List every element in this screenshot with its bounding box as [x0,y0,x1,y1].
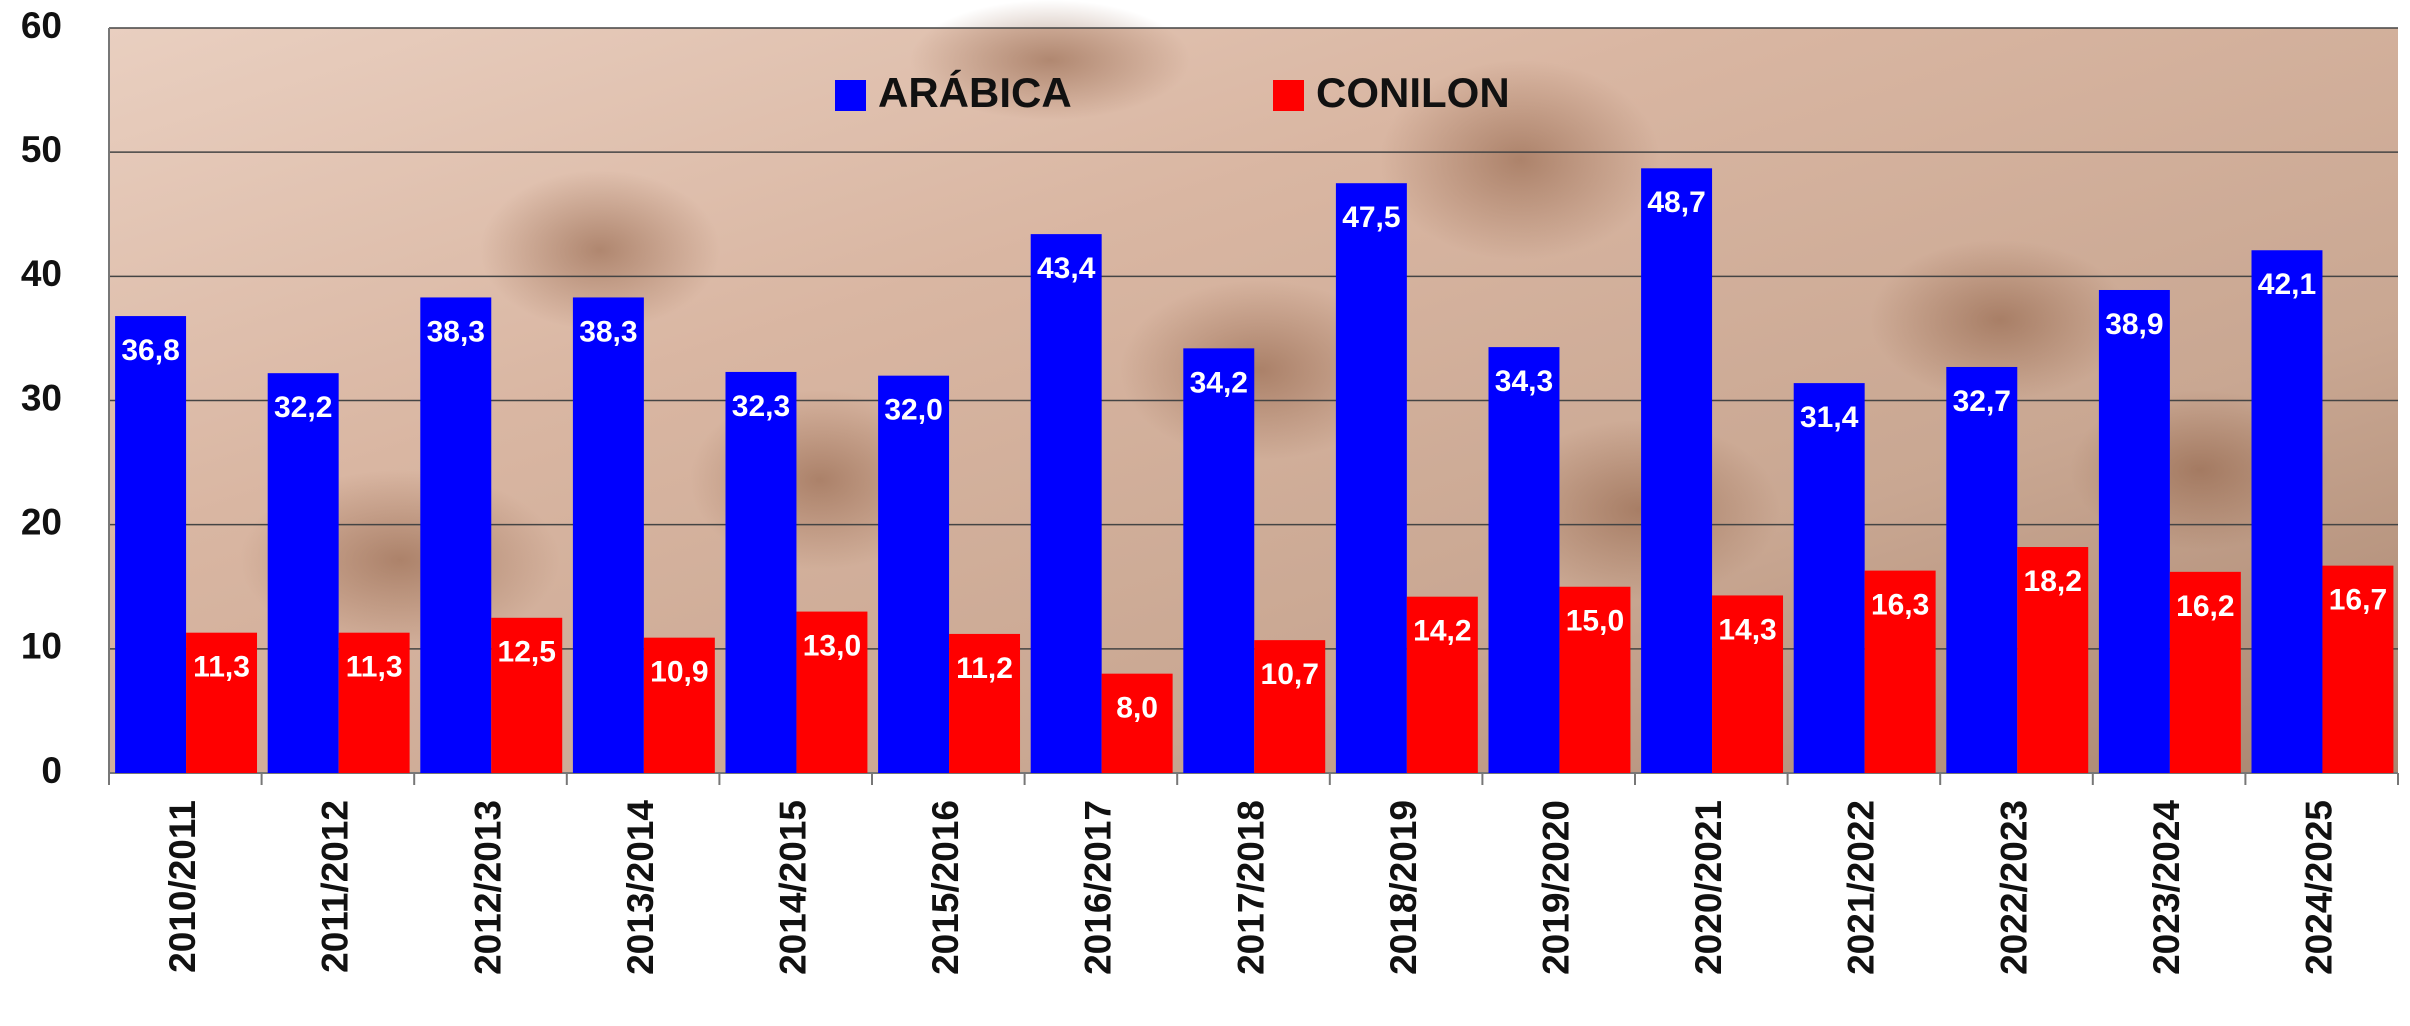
data-label: 34,3 [1495,365,1553,398]
bar [115,316,186,773]
bar [268,373,339,773]
x-tick-label: 2010/2011 [162,800,203,973]
bar [2252,250,2323,773]
bar [878,376,949,773]
data-label: 32,7 [1953,385,2011,418]
legend-swatch [1273,80,1304,111]
data-label: 16,3 [1871,589,1929,622]
bar [1489,347,1560,773]
data-label: 14,2 [1413,615,1471,648]
legend-label: ARÁBICA [878,69,1072,116]
x-tick-label: 2023/2024 [2146,800,2187,975]
data-label: 38,3 [579,315,637,348]
data-label: 42,1 [2258,268,2316,301]
chart: ARÁBICA CONILON 0 10 20 30 40 50 60 2010/2011 36,… [0,0,2410,1026]
y-tick-label: 60 [21,5,62,46]
data-label: 31,4 [1800,401,1859,434]
x-tick-label: 2021/2022 [1841,800,1882,975]
x-tick-label: 2019/2020 [1535,800,1576,975]
data-label: 47,5 [1342,201,1400,234]
x-tick-label: 2014/2015 [772,800,813,975]
bar [2099,290,2170,773]
x-tick-label: 2012/2013 [467,800,508,975]
data-label: 12,5 [498,636,556,669]
data-label: 38,3 [427,315,485,348]
x-tick-label: 2024/2025 [2298,800,2339,975]
bar [420,297,491,773]
y-tick-label: 20 [21,501,62,542]
bar [1641,168,1712,773]
page: ARÁBICA CONILON 0 10 20 30 40 50 60 2010/2011 36,… [0,0,2410,1026]
data-label: 13,0 [803,630,861,663]
x-tick-label: 2016/2017 [1078,800,1119,975]
data-label: 48,7 [1647,186,1705,219]
data-label: 16,2 [2176,590,2234,623]
data-label: 32,3 [732,390,790,423]
data-label: 32,0 [884,394,942,427]
data-label: 34,2 [1190,366,1248,399]
data-label: 38,9 [2105,308,2163,341]
bar [1031,234,1102,773]
data-label: 36,8 [121,334,179,367]
data-label: 15,0 [1566,605,1624,638]
y-tick-label: 30 [21,377,62,418]
y-tick-label: 0 [41,750,62,791]
x-tick-label: 2013/2014 [620,800,661,975]
y-tick-label: 40 [21,253,62,294]
data-label: 11,3 [346,651,403,684]
x-tick-label: 2017/2018 [1230,800,1271,975]
legend-swatch [835,80,866,111]
x-tick-label: 2018/2019 [1383,800,1424,975]
bar [573,297,644,773]
data-label: 18,2 [2024,565,2082,598]
bar [726,372,797,773]
data-label: 11,3 [193,651,250,684]
x-tick-label: 2011/2012 [315,800,356,973]
data-label: 10,7 [1261,658,1319,691]
bar [1183,348,1254,773]
data-label: 10,9 [650,656,708,689]
bar [1794,383,1865,773]
x-tick-label: 2015/2016 [925,800,966,975]
bar [1336,183,1407,773]
data-label: 14,3 [1718,613,1776,646]
bar [1946,367,2017,773]
data-label: 43,4 [1037,252,1096,285]
data-label: 8,0 [1116,692,1158,725]
y-tick-label: 50 [21,129,62,170]
legend-label: CONILON [1316,69,1510,116]
data-label: 11,2 [956,652,1013,685]
data-label: 32,2 [274,391,332,424]
data-label: 16,7 [2329,584,2387,617]
y-tick-label: 10 [21,626,62,667]
x-tick-label: 2022/2023 [1993,800,2034,975]
x-tick-label: 2020/2021 [1688,800,1729,975]
